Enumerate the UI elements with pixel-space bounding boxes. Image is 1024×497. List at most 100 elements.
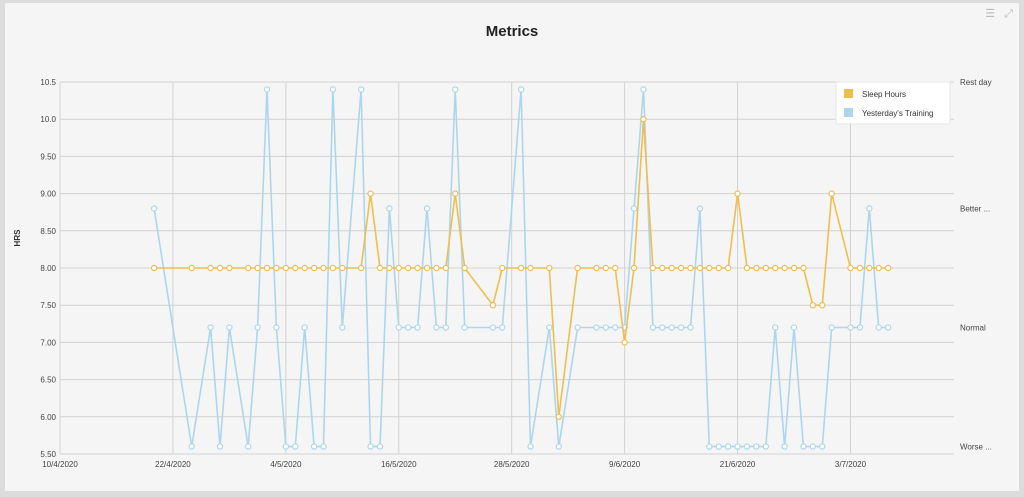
x-tick-label: 4/5/2020	[270, 460, 302, 469]
y-tick-label: 6.50	[40, 376, 56, 385]
y-tick-label: 6.00	[40, 413, 56, 422]
data-point-yesterdays-training	[781, 443, 788, 450]
data-point-sleep-hours	[310, 264, 318, 272]
data-point-sleep-hours	[743, 264, 751, 272]
data-point-sleep-hours	[875, 264, 882, 272]
data-point-yesterdays-training	[715, 443, 722, 450]
data-point-yesterdays-training	[546, 324, 553, 331]
data-point-yesterdays-training	[790, 324, 798, 331]
data-point-sleep-hours	[245, 264, 252, 272]
data-point-yesterdays-training	[310, 443, 318, 450]
data-point-sleep-hours	[282, 264, 290, 272]
data-point-yesterdays-training	[301, 324, 308, 331]
data-point-sleep-hours	[320, 264, 327, 272]
data-point-yesterdays-training	[207, 324, 214, 331]
data-point-sleep-hours	[593, 264, 600, 272]
data-point-sleep-hours	[677, 264, 685, 272]
data-point-yesterdays-training	[150, 205, 158, 212]
data-point-sleep-hours	[433, 264, 440, 272]
x-tick-label: 22/4/2020	[155, 460, 191, 469]
data-point-yesterdays-training	[602, 324, 610, 331]
data-point-yesterdays-training	[659, 324, 666, 331]
data-point-sleep-hours	[188, 264, 195, 272]
data-point-sleep-hours	[790, 264, 798, 272]
data-point-sleep-hours	[414, 264, 421, 272]
y-tick-label: 7.50	[40, 301, 56, 310]
data-point-sleep-hours	[856, 264, 864, 272]
y2-tick-label: Worse ...	[960, 443, 992, 452]
data-point-yesterdays-training	[329, 86, 337, 93]
data-point-sleep-hours	[724, 264, 732, 272]
data-point-yesterdays-training	[677, 324, 685, 331]
data-point-yesterdays-training	[386, 205, 393, 212]
data-point-sleep-hours	[809, 302, 817, 309]
data-point-yesterdays-training	[687, 324, 694, 331]
data-point-yesterdays-training	[800, 443, 807, 450]
y-tick-label: 7.00	[40, 338, 56, 347]
data-point-sleep-hours	[866, 264, 873, 272]
menu-icon[interactable]: ☰	[985, 8, 996, 20]
data-point-sleep-hours	[273, 264, 280, 272]
data-point-yesterdays-training	[245, 443, 252, 450]
data-point-yesterdays-training	[461, 324, 468, 331]
data-point-yesterdays-training	[649, 324, 657, 331]
data-point-sleep-hours	[649, 264, 657, 272]
data-point-sleep-hours	[696, 264, 704, 272]
data-point-yesterdays-training	[856, 324, 864, 331]
x-tick-label: 21/6/2020	[720, 460, 756, 469]
data-point-yesterdays-training	[743, 443, 751, 450]
data-point-sleep-hours	[499, 264, 506, 272]
y-tick-label: 10.0	[40, 115, 56, 124]
data-point-yesterdays-training	[433, 324, 440, 331]
data-point-yesterdays-training	[395, 324, 402, 331]
data-point-sleep-hours	[659, 264, 666, 272]
data-point-yesterdays-training	[254, 324, 261, 331]
data-point-sleep-hours	[461, 264, 468, 272]
data-point-yesterdays-training	[442, 324, 450, 331]
data-point-sleep-hours	[452, 190, 459, 197]
data-point-sleep-hours	[301, 264, 308, 272]
data-point-sleep-hours	[715, 264, 722, 272]
data-point-sleep-hours	[339, 264, 346, 272]
expand-icon[interactable]: ⤢	[1004, 8, 1013, 20]
y-tick-label: 8.00	[40, 264, 56, 273]
legend-label: Yesterday's Training	[862, 109, 934, 118]
x-tick-label: 3/7/2020	[835, 460, 867, 469]
data-point-sleep-hours	[546, 264, 553, 272]
data-point-sleep-hours	[395, 264, 402, 272]
data-point-yesterdays-training	[414, 324, 421, 331]
data-point-sleep-hours	[687, 264, 694, 272]
data-point-yesterdays-training	[499, 324, 506, 331]
data-point-yesterdays-training	[216, 443, 224, 450]
data-point-yesterdays-training	[809, 443, 817, 450]
x-tick-label: 9/6/2020	[609, 460, 641, 469]
data-point-sleep-hours	[706, 264, 713, 272]
data-point-sleep-hours	[329, 264, 337, 272]
data-point-yesterdays-training	[866, 205, 873, 212]
data-point-sleep-hours	[800, 264, 807, 272]
data-point-yesterdays-training	[517, 86, 525, 93]
chart-toolbar: ☰ ⤢	[979, 7, 1013, 21]
data-point-sleep-hours	[630, 264, 638, 272]
data-point-sleep-hours	[668, 264, 675, 272]
data-point-sleep-hours	[612, 264, 619, 272]
data-point-yesterdays-training	[188, 443, 195, 450]
data-point-yesterdays-training	[357, 86, 365, 93]
legend-label: Sleep Hours	[862, 90, 906, 99]
data-point-sleep-hours	[442, 264, 450, 272]
data-point-sleep-hours	[762, 264, 769, 272]
legend-swatch	[844, 108, 853, 117]
data-point-sleep-hours	[517, 264, 525, 272]
y2-tick-label: Rest day	[960, 78, 992, 87]
data-point-yesterdays-training	[320, 443, 327, 450]
chart-title: Metrics	[485, 23, 539, 40]
data-point-sleep-hours	[828, 190, 835, 197]
data-point-yesterdays-training	[263, 86, 271, 93]
data-point-yesterdays-training	[612, 324, 619, 331]
data-point-sleep-hours	[226, 264, 233, 272]
data-point-yesterdays-training	[819, 443, 826, 450]
data-point-yesterdays-training	[292, 443, 299, 450]
data-point-sleep-hours	[376, 264, 384, 272]
data-point-yesterdays-training	[574, 324, 581, 331]
